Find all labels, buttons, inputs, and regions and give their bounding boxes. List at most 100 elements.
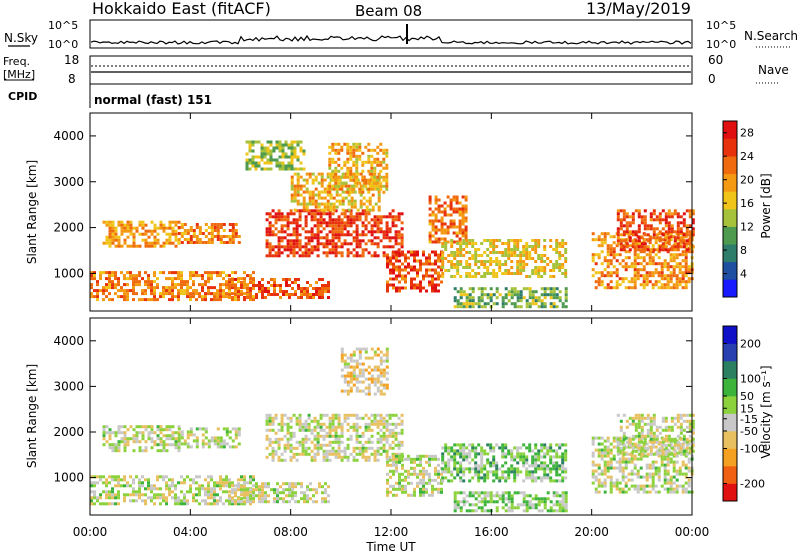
heatmap-cell [564, 470, 568, 474]
heatmap-cell [96, 496, 99, 500]
heatmap-cell [600, 250, 604, 254]
heatmap-cell [303, 500, 306, 504]
heatmap-cell [437, 469, 440, 473]
heatmap-cell [99, 496, 102, 500]
heatmap-cell [302, 208, 306, 212]
heatmap-cell [280, 239, 284, 243]
heatmap-cell [326, 202, 330, 206]
heatmap-cell [471, 254, 475, 257]
heatmap-cell [265, 413, 269, 417]
heatmap-cell [123, 292, 126, 296]
heatmap-cell [346, 413, 350, 417]
heatmap-cell [313, 233, 317, 237]
heatmap-cell [135, 434, 139, 438]
heatmap-cell [189, 427, 193, 431]
heatmap-cell [398, 259, 401, 263]
heatmap-cell [531, 299, 535, 303]
heatmap-cell [600, 262, 604, 266]
heatmap-cell [552, 263, 556, 266]
heatmap-cell [216, 442, 220, 446]
heatmap-cell [385, 377, 389, 381]
heatmap-cell [252, 488, 255, 492]
heatmap-cell [528, 302, 532, 306]
heatmap-cell [328, 160, 332, 164]
heatmap-cell [231, 484, 234, 488]
heatmap-cell [117, 490, 120, 494]
heatmap-cell [672, 259, 676, 263]
heatmap-cell [676, 245, 680, 249]
heatmap-cell [240, 475, 243, 479]
heatmap-cell [198, 238, 202, 241]
heatmap-cell [603, 463, 607, 467]
heatmap-cell [231, 286, 234, 290]
heatmap-cell [431, 280, 434, 284]
heatmap-cell [316, 431, 320, 435]
heatmap-cell [543, 302, 547, 306]
heatmap-cell [495, 500, 499, 504]
heatmap-cell [174, 437, 178, 441]
heatmap-cell [540, 260, 544, 263]
heatmap-cell [280, 245, 284, 249]
heatmap-cell [691, 221, 695, 225]
heatmap-cell [507, 473, 511, 477]
heatmap-cell [150, 280, 153, 284]
heatmap-cell [672, 256, 676, 260]
heatmap-cell [361, 431, 365, 435]
heatmap-cell [388, 446, 392, 450]
heatmap-cell [147, 280, 150, 284]
heatmap-cell [138, 449, 142, 453]
heatmap-cell [297, 278, 300, 281]
heatmap-cell [280, 224, 284, 228]
heatmap-cell [352, 230, 356, 234]
heatmap-cell [483, 266, 487, 269]
heatmap-cell [273, 287, 276, 290]
heatmap-cell [189, 490, 192, 494]
heatmap-cell [382, 368, 386, 372]
heatmap-cell [231, 500, 234, 504]
heatmap-cell [192, 274, 195, 278]
heatmap-cell [303, 290, 306, 293]
heatmap-cell [114, 271, 117, 275]
heatmap-cell [361, 239, 365, 243]
heatmap-cell [401, 490, 404, 494]
heatmap-cell [306, 488, 309, 492]
heatmap-cell [162, 493, 165, 497]
heatmap-cell [513, 458, 517, 462]
heatmap-cell [322, 443, 326, 447]
heatmap-cell [495, 239, 499, 242]
heatmap-cell [138, 274, 141, 278]
heatmap-cell [286, 440, 290, 444]
heatmap-cell [340, 227, 344, 231]
heatmap-cell [201, 487, 204, 491]
heatmap-cell [222, 484, 225, 488]
colorbar-swatch [723, 173, 737, 192]
heatmap-cell [105, 289, 108, 293]
heatmap-cell [234, 488, 237, 492]
heatmap-cell [398, 454, 401, 458]
heatmap-cell [274, 440, 278, 444]
heatmap-cell [274, 212, 278, 216]
heatmap-cell [401, 277, 404, 281]
heatmap-cell [141, 449, 145, 453]
heatmap-cell [349, 386, 353, 390]
heatmap-cell [310, 458, 314, 462]
heatmap-cell [618, 253, 622, 257]
heatmap-cell [296, 175, 300, 179]
heatmap-cell [540, 254, 544, 257]
heatmap-cell [111, 449, 115, 453]
heatmap-cell [108, 286, 111, 290]
heatmap-cell [364, 449, 368, 453]
heatmap-cell [319, 236, 323, 240]
heatmap-cell [437, 283, 440, 287]
heatmap-cell [441, 254, 445, 257]
heatmap-cell [637, 239, 641, 243]
heatmap-cell [123, 434, 127, 438]
heatmap-cell [603, 484, 607, 488]
heatmap-cell [346, 169, 350, 173]
heatmap-cell [495, 290, 499, 294]
heatmap-cell [285, 290, 288, 293]
heatmap-cell [388, 431, 392, 435]
heatmap-cell [456, 269, 460, 272]
heatmap-cell [346, 362, 350, 366]
heatmap-cell [295, 446, 299, 450]
